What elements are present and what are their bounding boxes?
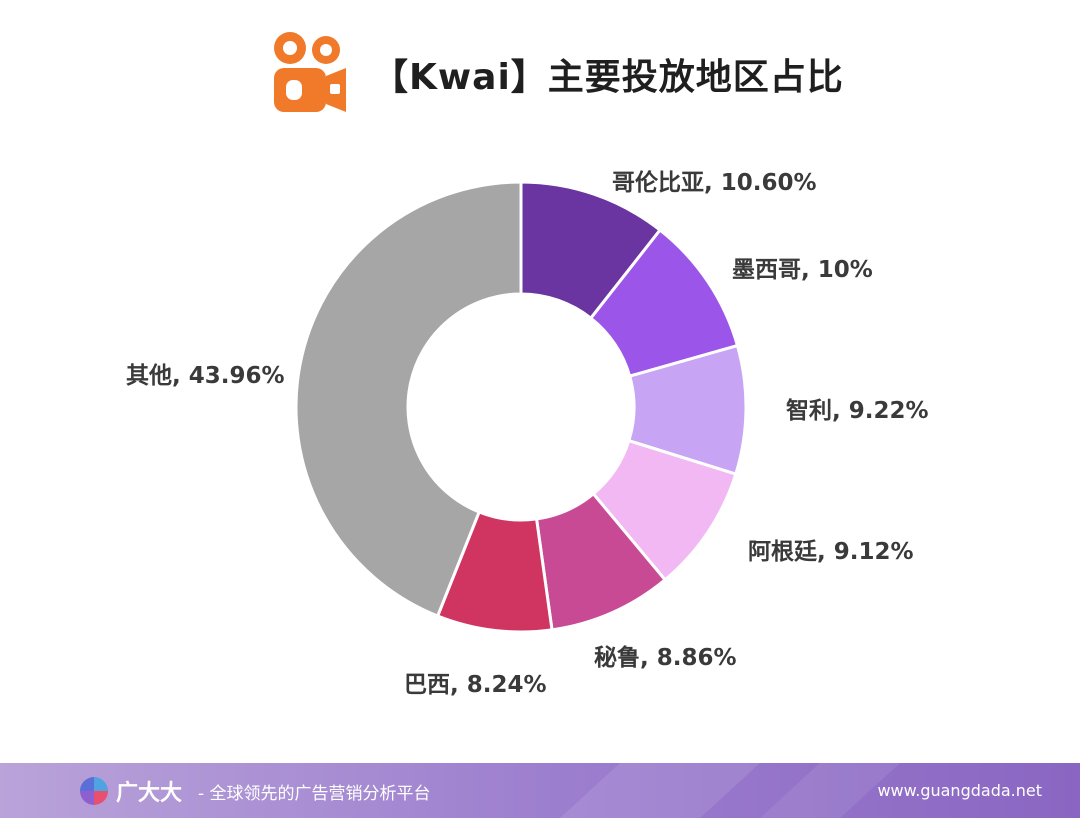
slice-label: 哥伦比亚, 10.60% (612, 169, 817, 196)
page-title: 【Kwai】主要投放地区占比 (372, 57, 844, 98)
slice-label: 墨西哥, 10% (732, 257, 873, 283)
footer-brand: 广大大 (116, 781, 183, 806)
slice-label: 秘鲁, 8.86% (594, 644, 737, 671)
header: 【Kwai】主要投放地区占比 (0, 18, 1080, 128)
footer-url-link[interactable]: www.guangdada.net (877, 781, 1042, 800)
chart-labels: 哥伦比亚, 10.60% 墨西哥, 10% 智利, 9.22% 阿根廷, 9.12% 秘… (126, 169, 929, 698)
slice-label: 阿根廷, 9.12% (748, 539, 914, 565)
footer: 广大大 - 全球领先的广告营销分析平台 www.guangdada.net (0, 763, 1080, 818)
footer-background (0, 763, 1080, 818)
donut-chart: 哥伦比亚, 10.60% 墨西哥, 10% 智利, 9.22% 阿根廷, 9.12% 秘… (126, 169, 929, 698)
kwai-logo-icon (274, 32, 346, 112)
guangdada-logo-icon (80, 777, 108, 805)
slice-label: 其他, 43.96% (126, 363, 285, 389)
pie-slice (294, 180, 523, 618)
slice-label: 巴西, 8.24% (404, 672, 547, 698)
slice-label: 智利, 9.22% (786, 397, 929, 424)
chart-slices (294, 180, 748, 634)
footer-tagline: - 全球领先的广告营销分析平台 (198, 784, 431, 804)
